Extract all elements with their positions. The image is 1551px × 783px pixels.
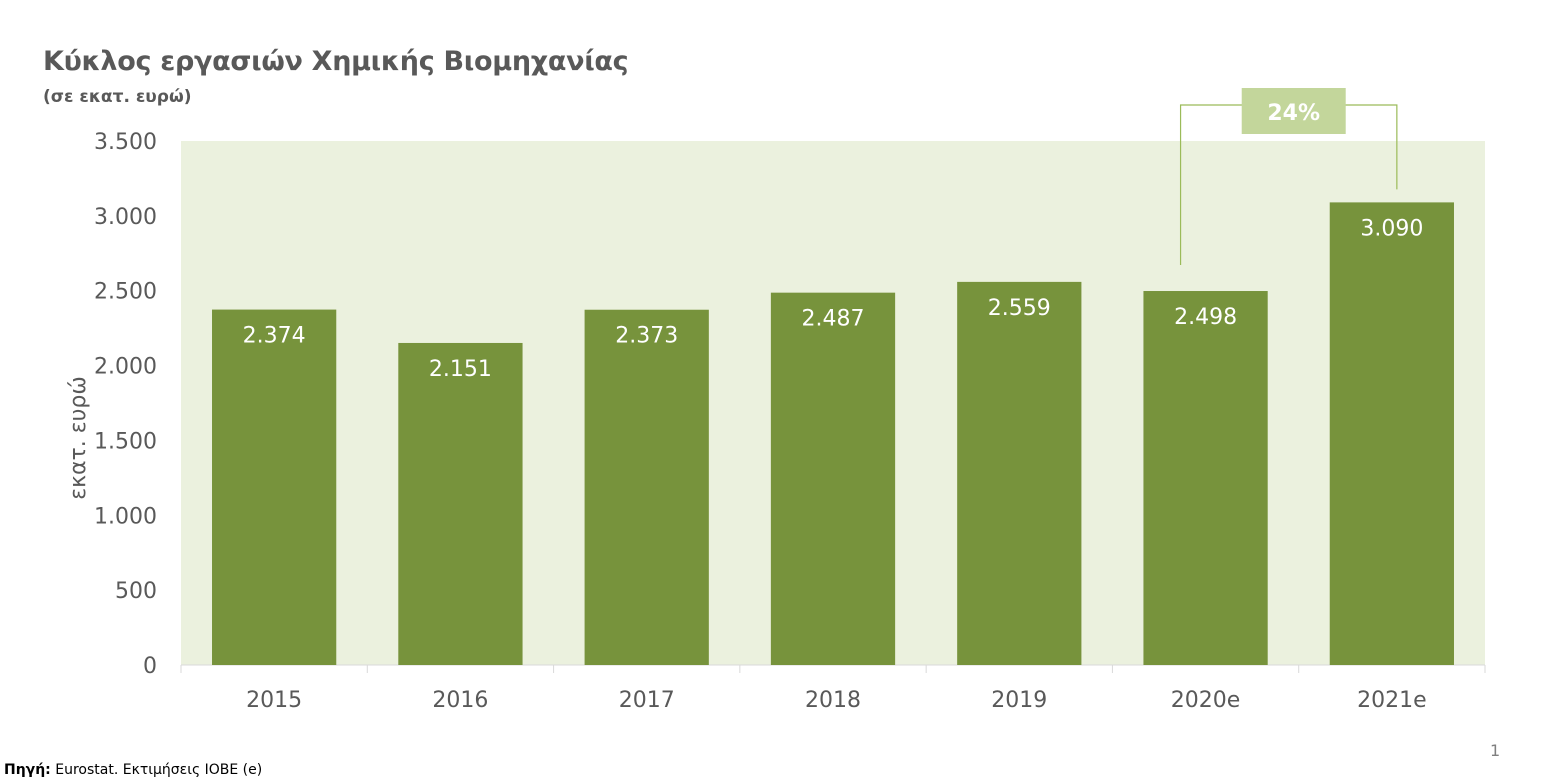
y-tick-label: 0	[143, 654, 157, 679]
data-label: 2.487	[802, 307, 865, 332]
x-tick-label: 2017	[619, 688, 675, 713]
y-tick-label: 2.500	[94, 280, 157, 305]
growth-label: 24%	[1267, 101, 1320, 126]
y-tick-label: 1.000	[94, 504, 157, 529]
growth-box	[1241, 88, 1346, 134]
bar-2021e	[1329, 202, 1454, 665]
x-tick-label: 2018	[805, 688, 861, 713]
data-label: 2.498	[1174, 305, 1237, 330]
data-label: 2.373	[615, 324, 678, 349]
bar-2019	[957, 281, 1082, 665]
bar-2016	[398, 342, 523, 665]
y-tick-label: 500	[115, 579, 157, 604]
data-label: 2.374	[243, 324, 306, 349]
data-label: 2.151	[429, 357, 492, 382]
data-label: 2.559	[988, 296, 1051, 321]
x-tick-label: 2021e	[1357, 688, 1427, 713]
bar-2017	[584, 309, 709, 665]
x-tick-label: 2016	[432, 688, 488, 713]
x-tick-label: 2015	[246, 688, 302, 713]
source-label: Πηγή:	[4, 762, 51, 778]
bar-2020e	[1143, 291, 1268, 665]
y-tick-label: 3.000	[94, 205, 157, 230]
x-tick-label: 2020e	[1171, 688, 1241, 713]
chart-title: Κύκλος εργασιών Χημικής Βιομηχανίας	[43, 46, 629, 77]
y-tick-label: 2.000	[94, 355, 157, 380]
bar-2015	[212, 309, 337, 665]
source-note: Πηγή: Eurostat. Εκτιμήσεις ΙΟΒΕ (e)	[4, 762, 262, 778]
data-label: 3.090	[1360, 216, 1423, 241]
bar-2018	[770, 292, 896, 665]
y-tick-label: 1.500	[94, 429, 157, 454]
y-tick-label: 3.500	[94, 130, 157, 155]
source-text: Eurostat. Εκτιμήσεις ΙΟΒΕ (e)	[50, 762, 263, 778]
y-axis-label: εκατ. ευρώ	[66, 376, 91, 500]
x-tick-label: 2019	[991, 688, 1047, 713]
page-number: 1	[1490, 741, 1501, 760]
chart-subtitle: (σε εκατ. ευρώ)	[43, 87, 192, 107]
